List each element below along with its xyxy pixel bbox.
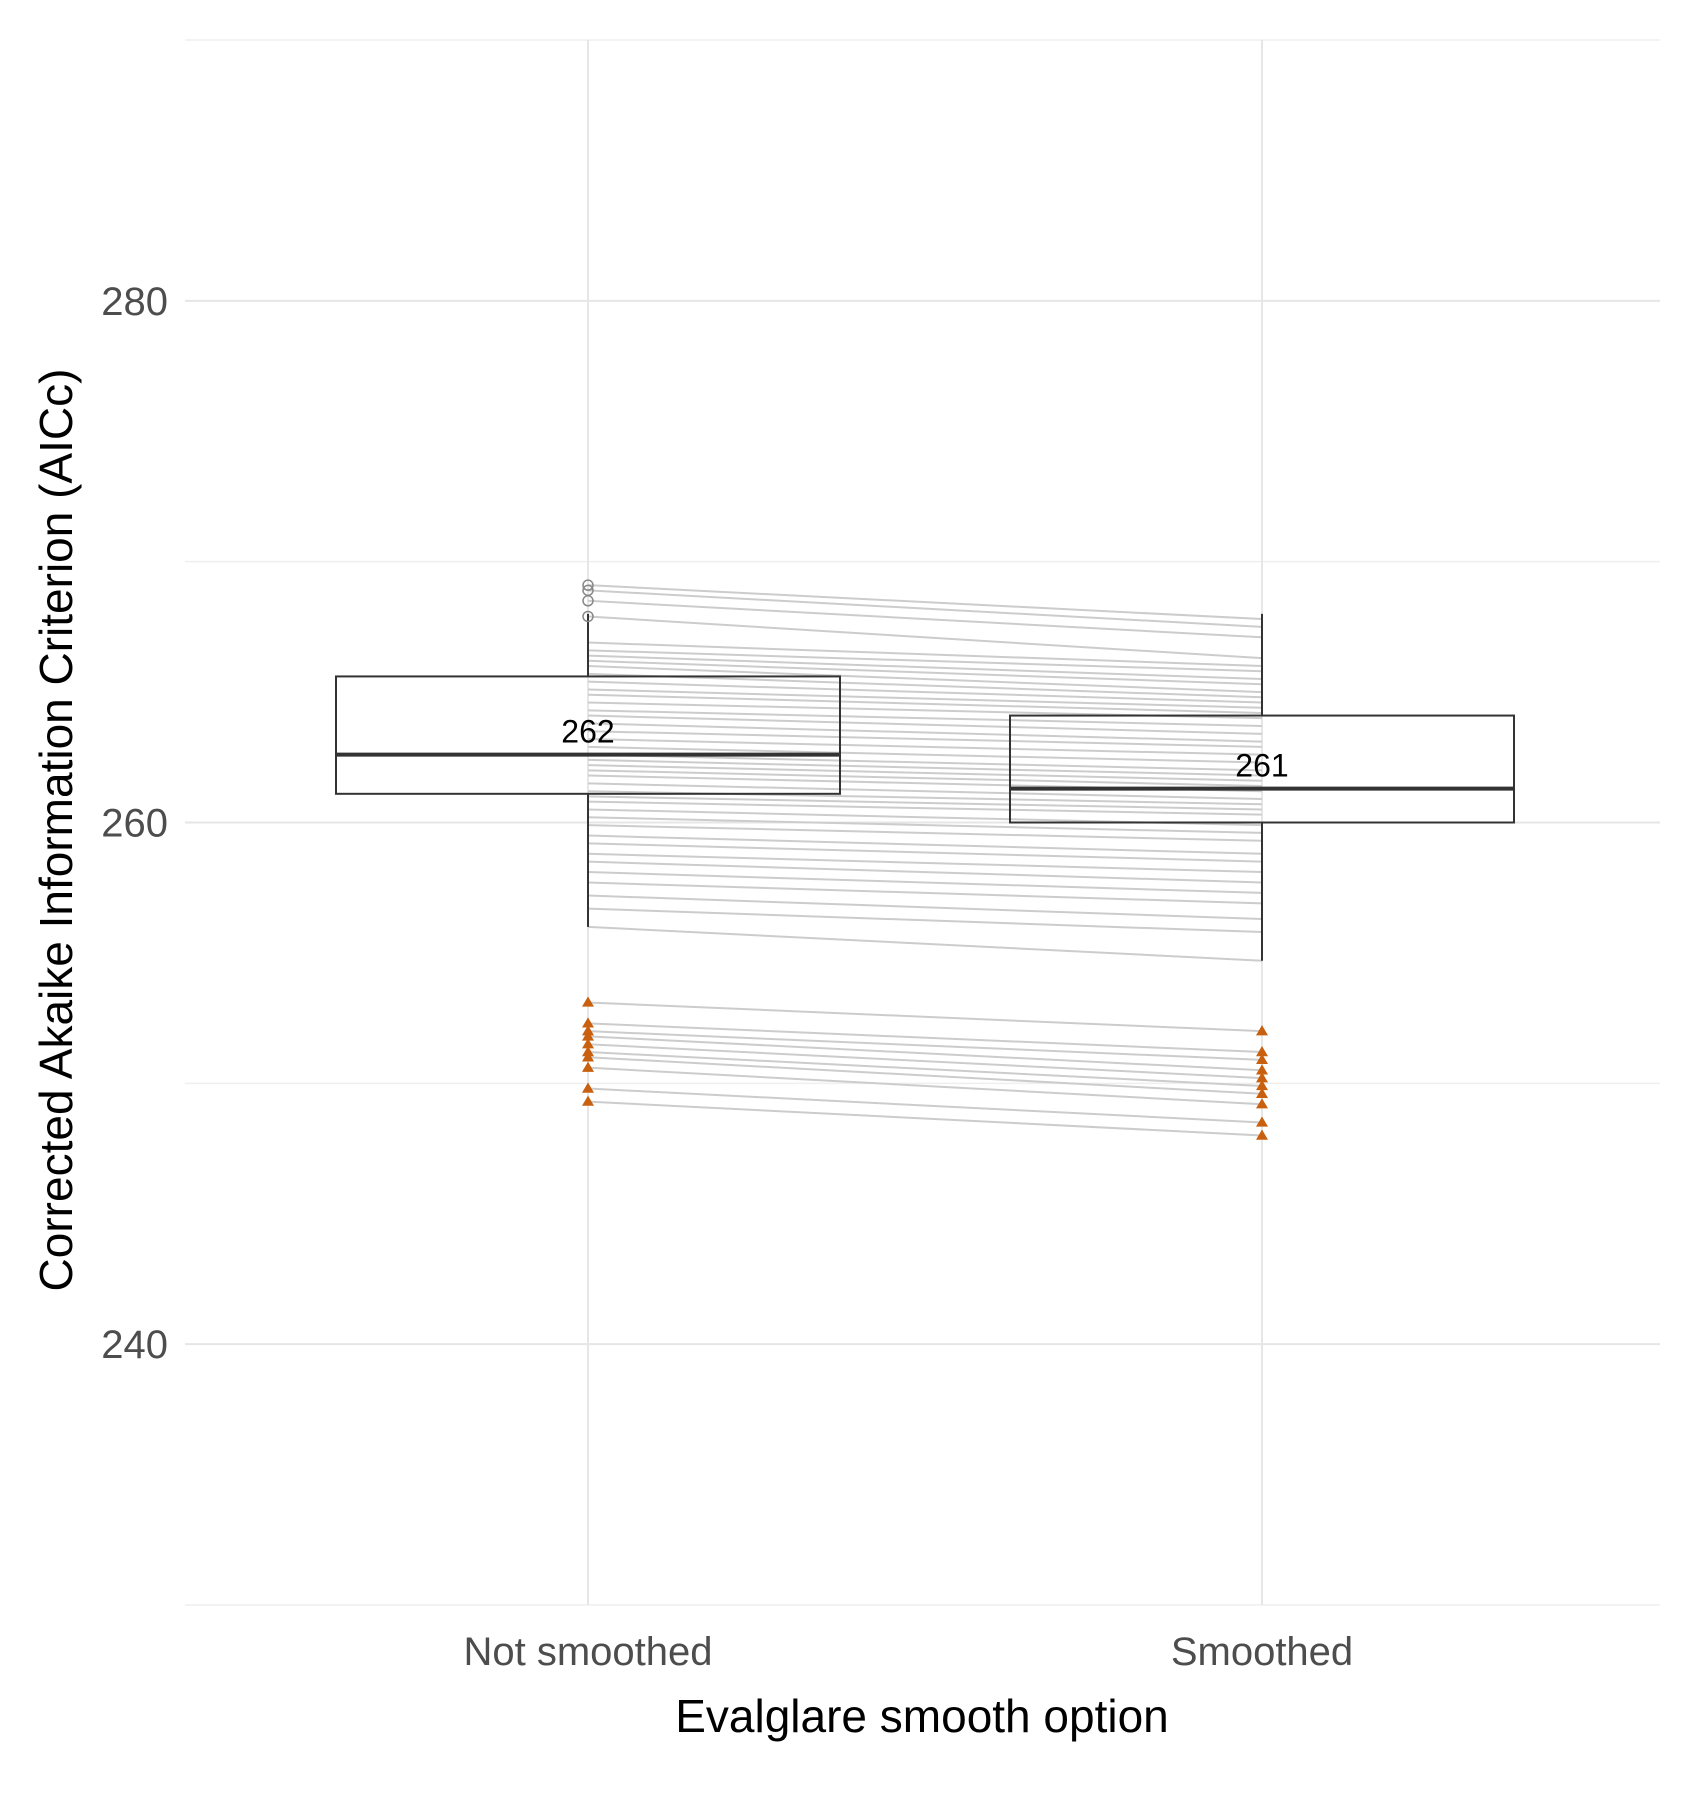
highlight-point-left — [582, 1061, 594, 1072]
paired-line — [587, 730, 1263, 748]
highlight-point-right — [1256, 1098, 1268, 1109]
paired-line — [587, 584, 1263, 621]
paired-line — [587, 894, 1263, 921]
paired-line — [587, 654, 1263, 681]
y-tick-label: 240 — [101, 1323, 168, 1367]
paired-line — [587, 881, 1263, 905]
highlight-point-left — [582, 1095, 594, 1106]
paired-lines — [587, 584, 1263, 1137]
paired-line — [587, 714, 1263, 735]
paired-line — [587, 871, 1263, 894]
paired-line — [587, 842, 1263, 863]
paired-line — [587, 1066, 1263, 1106]
tick-labels: 240 260 280 Not smoothed Smoothed — [101, 280, 1353, 1674]
paired-line — [587, 1022, 1263, 1054]
paired-line — [587, 688, 1263, 709]
paired-line — [587, 816, 1263, 834]
y-tick-label: 280 — [101, 280, 168, 324]
paired-line — [587, 693, 1263, 714]
paired-line — [587, 753, 1263, 772]
highlight-point-right — [1256, 1072, 1268, 1083]
highlight-point-right — [1256, 1046, 1268, 1057]
highlight-point-right — [1256, 1087, 1268, 1098]
paired-line — [587, 1030, 1263, 1061]
paired-line — [587, 925, 1263, 962]
paired-line — [587, 680, 1263, 704]
highlight-point-left — [582, 1030, 594, 1041]
paired-line — [587, 800, 1263, 816]
paired-line — [587, 641, 1263, 667]
paired-line — [587, 745, 1263, 764]
median-label: 262 — [561, 714, 614, 750]
highlight-point-left — [582, 1025, 594, 1036]
y-tick-label: 260 — [101, 802, 168, 846]
x-tick-label: Not smoothed — [463, 1630, 712, 1674]
highlight-point-right — [1256, 1025, 1268, 1036]
highlight-point-right — [1256, 1129, 1268, 1140]
paired-line — [587, 722, 1263, 743]
paired-line — [587, 1001, 1263, 1033]
x-axis-title: Evalglare smooth option — [675, 1690, 1169, 1742]
paired-line — [587, 1087, 1263, 1124]
highlight-point-left — [582, 996, 594, 1007]
paired-line — [587, 795, 1263, 811]
paired-line — [587, 782, 1263, 801]
x-tick-label: Smoothed — [1171, 1630, 1353, 1674]
paired-line — [587, 1035, 1263, 1072]
outlier-point — [582, 579, 594, 591]
paired-line — [587, 649, 1263, 673]
paired-line — [587, 907, 1263, 934]
paired-line — [587, 589, 1263, 628]
highlight-point-left — [582, 1046, 594, 1057]
paired-line — [587, 665, 1263, 694]
median-label: 261 — [1235, 748, 1288, 784]
paired-line — [587, 1043, 1263, 1080]
markers — [582, 996, 1268, 1140]
paired-line — [587, 1100, 1263, 1137]
highlight-point-right — [1256, 1064, 1268, 1075]
paired-line — [587, 824, 1263, 842]
paired-line — [587, 769, 1263, 787]
highlight-point-right — [1256, 1053, 1268, 1065]
paired-line — [587, 1051, 1263, 1087]
paired-line — [587, 834, 1263, 855]
highlight-point-left — [582, 1082, 594, 1093]
paired-line — [587, 672, 1263, 699]
paired-line — [587, 860, 1263, 884]
outlier-point — [582, 595, 594, 607]
box — [1009, 714, 1515, 824]
paired-line — [587, 764, 1263, 782]
paired-line — [587, 758, 1263, 777]
highlight-point-left — [582, 1017, 594, 1028]
paired-line — [587, 738, 1263, 756]
highlight-point-left — [582, 1038, 594, 1049]
highlight-point-right — [1256, 1079, 1268, 1091]
boxes: 262 261 — [335, 579, 1515, 961]
highlight-point-right — [1256, 1116, 1268, 1127]
paired-line — [587, 852, 1263, 874]
paired-line — [587, 615, 1263, 660]
paired-line — [587, 709, 1263, 727]
paired-line — [587, 1056, 1263, 1095]
paired-line — [587, 659, 1263, 686]
outlier-point — [582, 610, 594, 623]
y-axis-title: Corrected Akaike Information Criterion (… — [30, 369, 82, 1292]
paired-line — [587, 599, 1263, 639]
box — [335, 675, 841, 795]
highlight-point-left — [582, 1051, 594, 1062]
